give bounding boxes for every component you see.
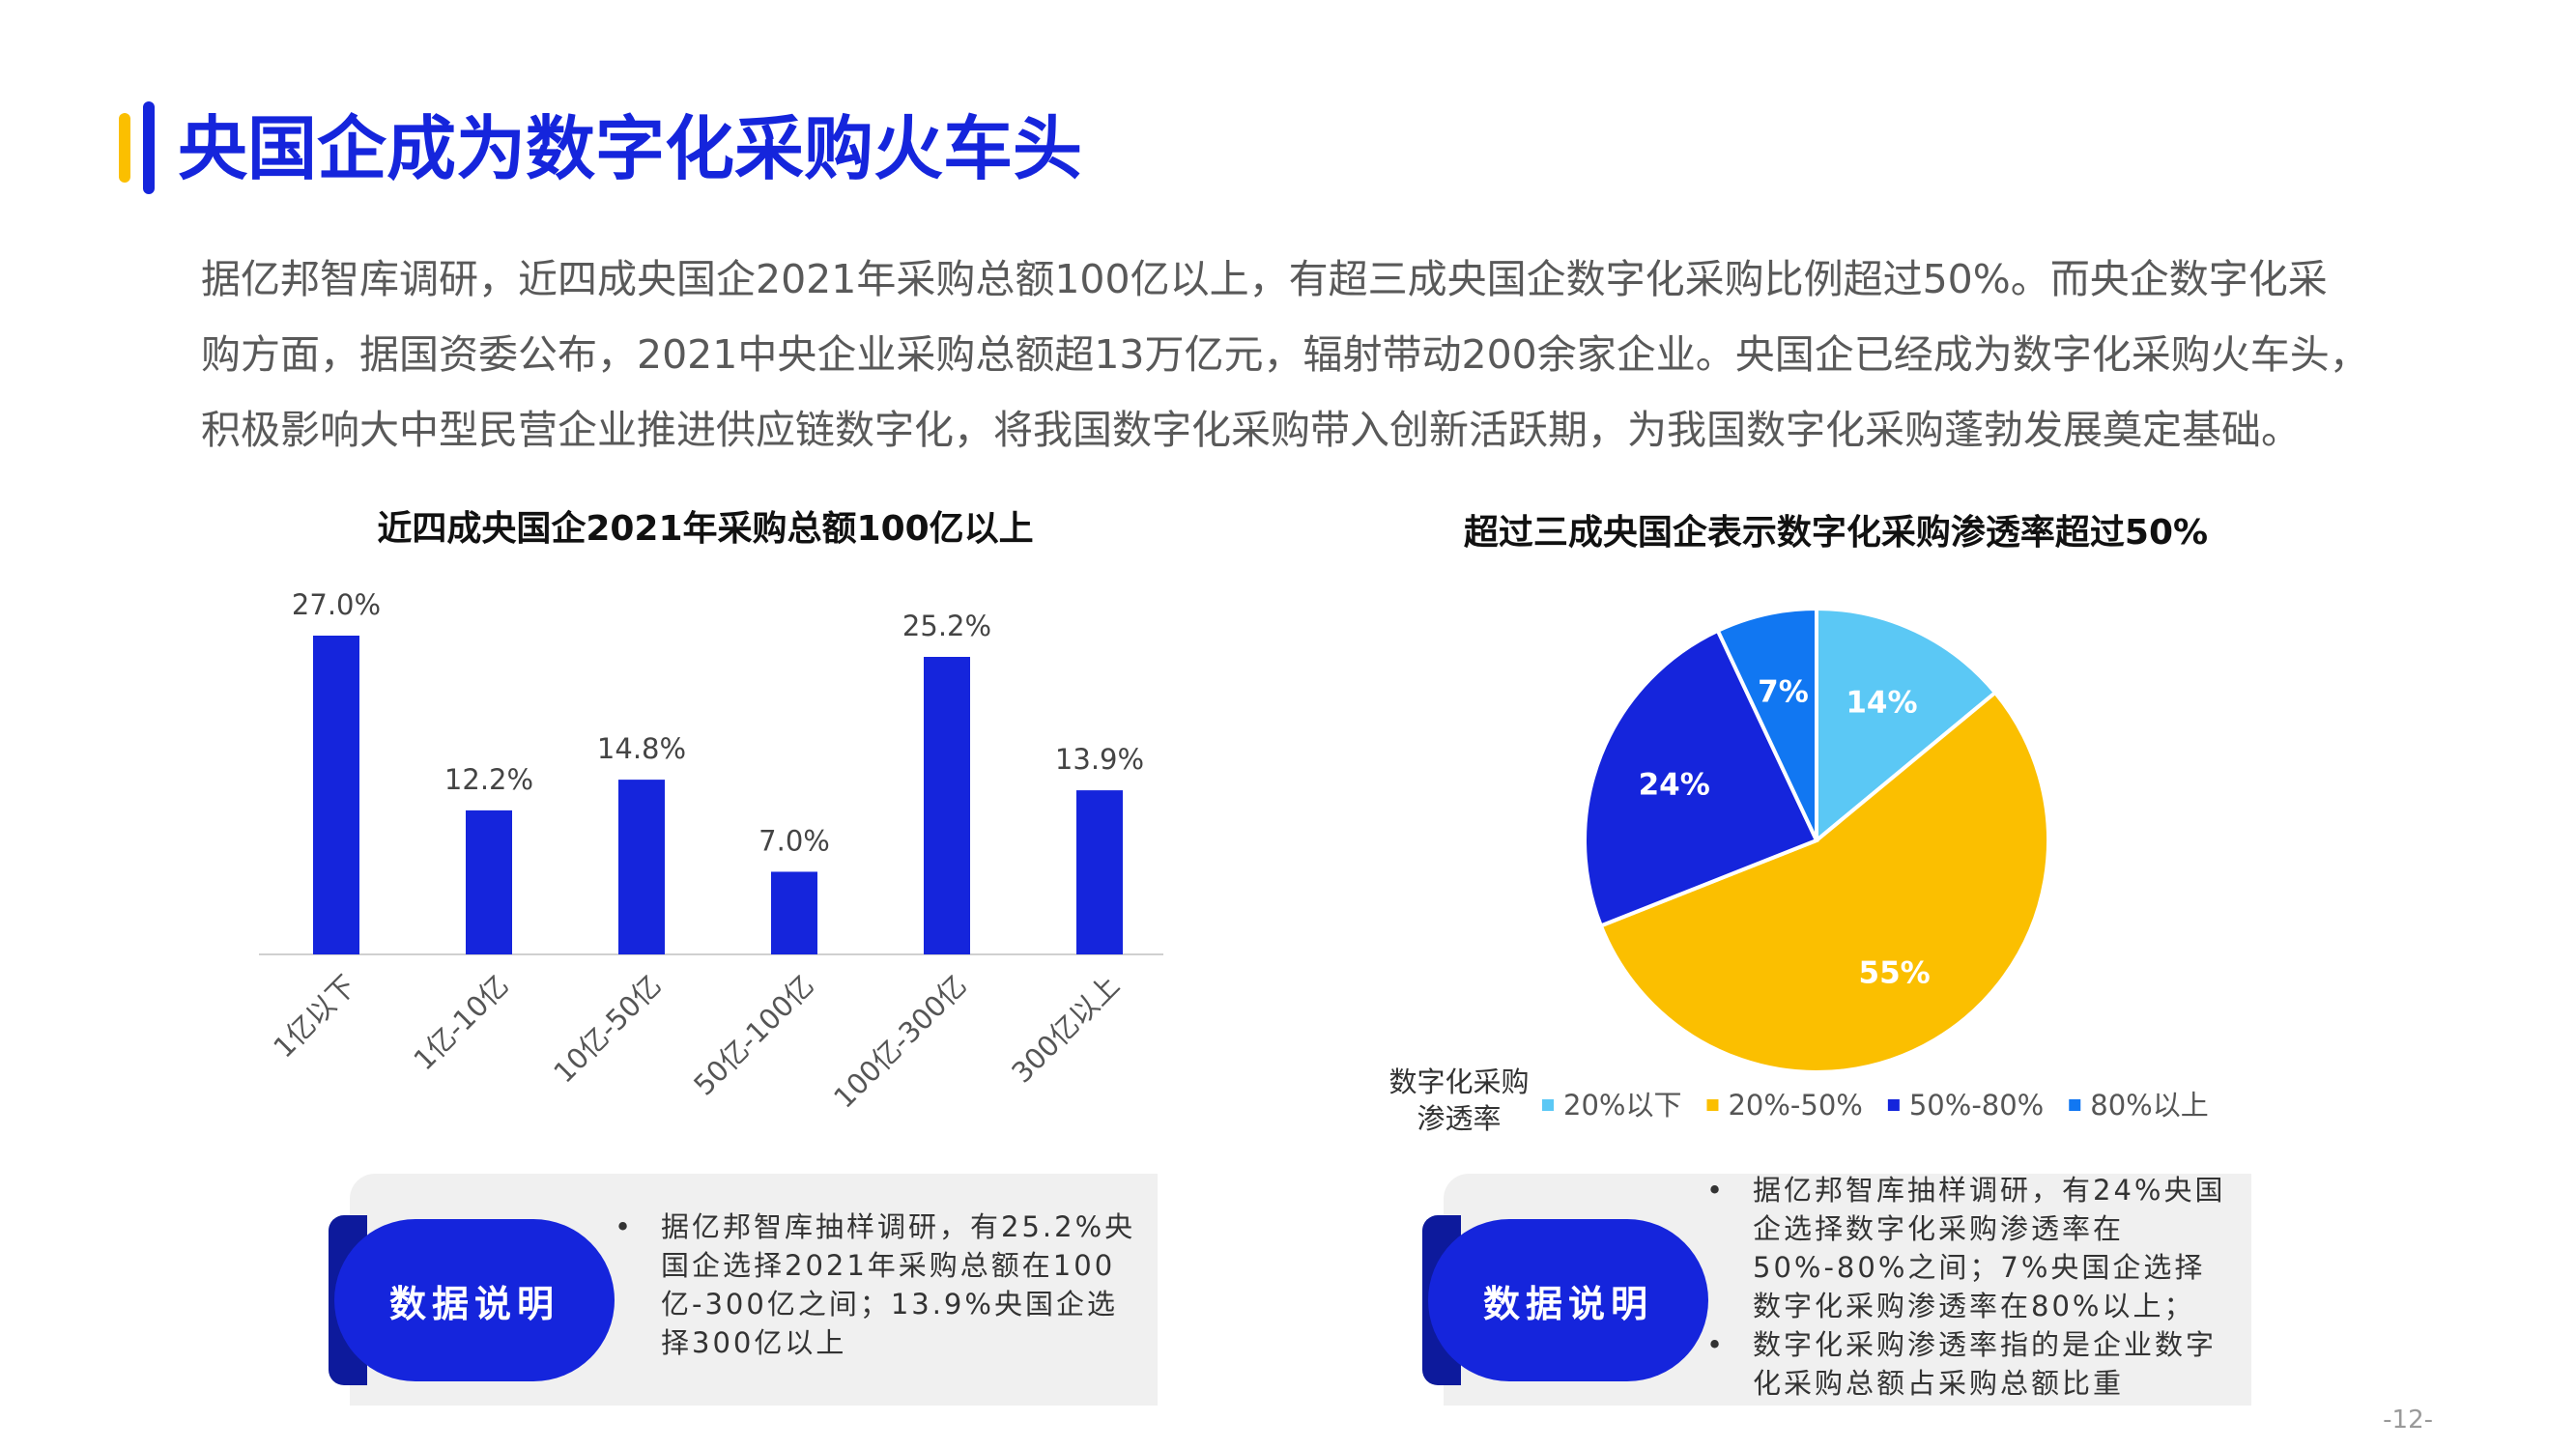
bar-category-label: 300亿以上	[1005, 969, 1126, 1090]
note-item: 据亿邦智库抽样调研，有24%央国企选择数字化采购渗透率在50%-80%之间；7%…	[1706, 1171, 2228, 1325]
legend-swatch	[2069, 1099, 2081, 1111]
title-accent-blue-bar	[143, 101, 155, 194]
legend-title-line: 数字化采购	[1388, 1065, 1529, 1098]
bar-category-label: 1亿-10亿	[407, 969, 515, 1077]
bar	[1076, 790, 1123, 954]
legend-swatch	[1706, 1099, 1719, 1111]
legend-swatch	[1887, 1099, 1900, 1111]
bar-chart: 27.0% 1亿以下 12.2% 1亿-10亿 14.8% 10亿-50亿 7.0% 50亿-…	[259, 588, 1163, 1115]
bar	[771, 871, 817, 954]
pie-data-label: 14%	[1846, 686, 1917, 721]
intro-paragraph: 据亿邦智库调研，近四成央国企2021年采购总额100亿以上，有超三成央国企数字化…	[201, 242, 2539, 468]
bar-category-label: 10亿-50亿	[547, 969, 668, 1090]
bar-data-label: 7.0%	[758, 824, 830, 857]
note-item: 据亿邦智库抽样调研，有25.2%央国企选择2021年采购总额在100亿-300亿…	[615, 1208, 1136, 1362]
legend-label: 20%-50%	[1728, 1089, 1862, 1122]
legend-label: 20%以下	[1563, 1089, 1681, 1122]
note-text-2: 据亿邦智库抽样调研，有24%央国企选择数字化采购渗透率在50%-80%之间；7%…	[1706, 1171, 2228, 1403]
legend-label: 50%-80%	[1909, 1089, 2044, 1122]
note-text-1: 据亿邦智库抽样调研，有25.2%央国企选择2021年采购总额在100亿-300亿…	[615, 1208, 1136, 1362]
bar-data-label: 25.2%	[902, 610, 991, 642]
page-number: -12-	[2383, 1406, 2433, 1435]
note-item: 数字化采购渗透率指的是企业数字化采购总额占采购总额比重	[1706, 1325, 2228, 1403]
bar-chart-title: 近四成央国企2021年采购总额100亿以上	[377, 509, 1034, 549]
legend-swatch	[1542, 1099, 1554, 1111]
pie-slice	[1598, 690, 2050, 1074]
bar	[466, 810, 512, 954]
bar-data-label: 13.9%	[1055, 743, 1144, 776]
page-title: 央国企成为数字化采购火车头	[178, 107, 1083, 189]
pie-legend: 数字化采购渗透率 20%以下 20%-50% 50%-80% 80%以上	[1388, 1065, 2208, 1135]
bar-data-label: 12.2%	[444, 763, 533, 796]
bar	[313, 636, 359, 954]
note-label-2: 数据说明	[1428, 1219, 1708, 1381]
pie-slice	[1815, 606, 1998, 845]
legend-title-line: 渗透率	[1417, 1102, 1501, 1135]
pie-data-label: 55%	[1859, 955, 1931, 990]
pie-slice	[1583, 628, 1819, 928]
pie-slice	[1715, 606, 1818, 841]
intro-line: 购方面，据国资委公布，2021中央企业采购总额超13万亿元，辐射带动200余家企…	[201, 331, 2369, 378]
title-accent-yellow-bar	[119, 113, 130, 183]
intro-line: 据亿邦智库调研，近四成央国企2021年采购总额100亿以上，有超三成央国企数字化…	[201, 256, 2328, 302]
intro-line: 积极影响大中型民营企业推进供应链数字化，将我国数字化采购带入创新活跃期，为我国数…	[201, 407, 2301, 453]
pie-chart-title: 超过三成央国企表示数字化采购渗透率超过50%	[1463, 513, 2209, 553]
bar-data-label: 27.0%	[292, 588, 381, 621]
bar-category-label: 50亿-100亿	[687, 969, 820, 1102]
bar-data-label: 14.8%	[597, 732, 686, 765]
bar	[924, 657, 970, 954]
note-label-1: 数据说明	[334, 1219, 615, 1381]
pie-chart: 14% 55% 24% 7%	[1583, 606, 2050, 1074]
legend-label: 80%以上	[2090, 1089, 2208, 1122]
bar-category-label: 100亿-300亿	[827, 969, 973, 1115]
pie-data-label: 24%	[1639, 768, 1710, 803]
bar	[618, 780, 665, 954]
bar-category-label: 1亿以下	[267, 969, 362, 1065]
pie-data-label: 7%	[1758, 674, 1809, 709]
